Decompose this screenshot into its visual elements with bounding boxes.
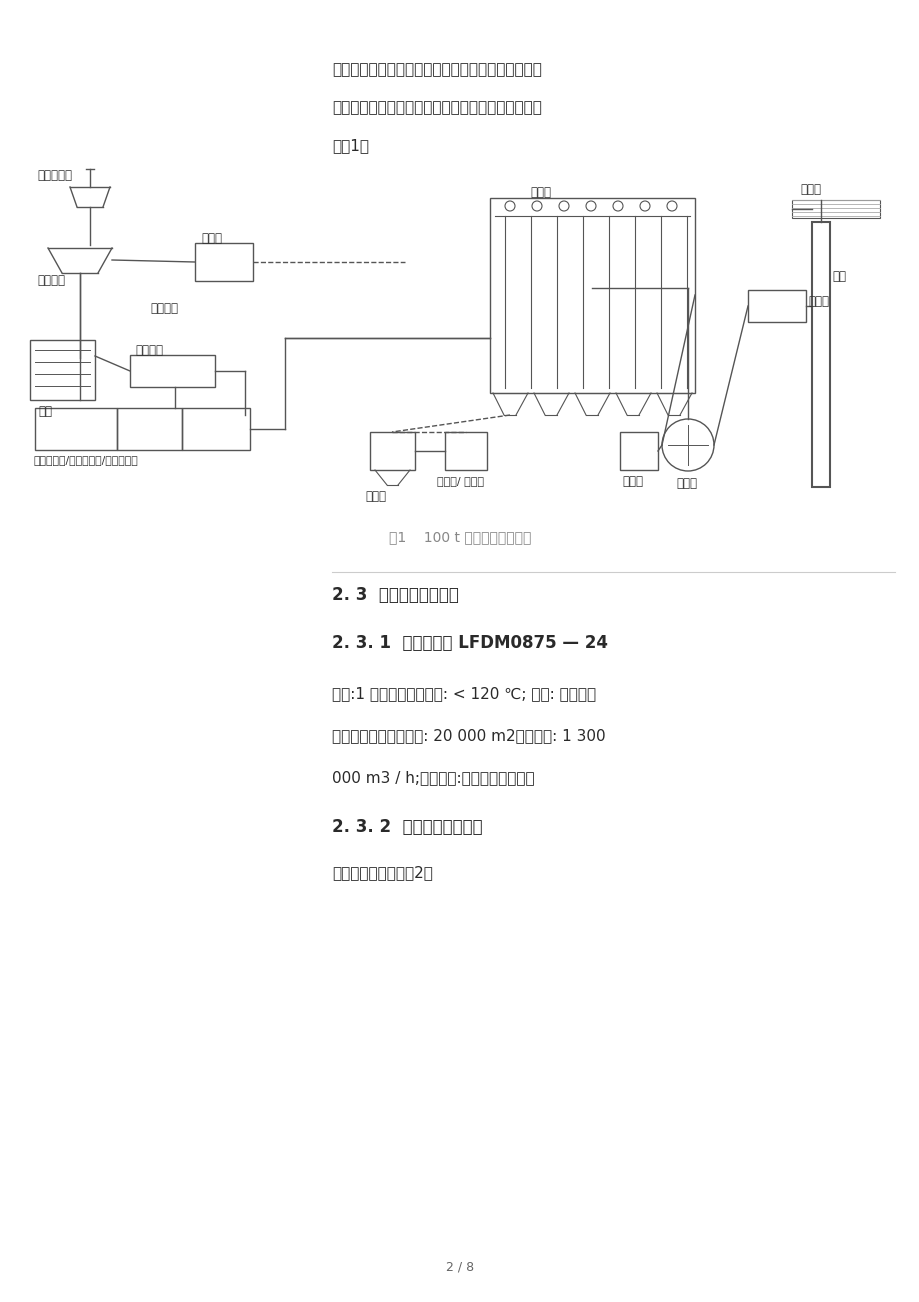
Bar <box>30 340 95 400</box>
Text: 2 / 8: 2 / 8 <box>446 1260 473 1273</box>
Bar <box>445 432 486 470</box>
Bar <box>747 290 805 322</box>
Text: 电炉: 电炉 <box>38 405 52 418</box>
Text: 除尘器: 除尘器 <box>529 186 550 199</box>
Text: 2. 3. 1  布袋除尘器 LFDM0875 — 24: 2. 3. 1 布袋除尘器 LFDM0875 — 24 <box>332 634 607 652</box>
Text: 主风机: 主风机 <box>675 477 697 490</box>
Text: 冷控器: 冷控器 <box>200 232 221 245</box>
Text: 却方式，滤袋过滤干式除尘，负压操作。其工艺流程: 却方式，滤袋过滤干式除尘，负压操作。其工艺流程 <box>332 100 541 115</box>
Bar <box>369 432 414 470</box>
Bar <box>182 408 250 450</box>
Text: 2. 3  主要除尘设备参数: 2. 3 主要除尘设备参数 <box>332 586 459 604</box>
Bar <box>791 201 879 217</box>
Bar <box>117 408 182 450</box>
Text: 数量:1 台；处理烟气温度: < 120 ℃; 形式: 外滤、脉: 数量:1 台；处理烟气温度: < 120 ℃; 形式: 外滤、脉 <box>332 686 596 700</box>
Text: 水冷烟道: 水冷烟道 <box>135 344 163 357</box>
Text: 斗提机/ 刮板机: 斗提机/ 刮板机 <box>437 477 483 486</box>
Text: 消声器: 消声器 <box>807 296 828 309</box>
Text: 冲在线清灰；过滤面积: 20 000 m2；烟气量: 1 300: 冲在线清灰；过滤面积: 20 000 m2；烟气量: 1 300 <box>332 728 605 743</box>
Text: 稀油站: 稀油站 <box>800 184 820 197</box>
Text: 燃烧沉降室/火花捕集器/机力风冷器: 燃烧沉降室/火花捕集器/机力风冷器 <box>33 454 138 465</box>
Bar <box>490 198 694 393</box>
Text: 旋转弯头: 旋转弯头 <box>150 302 177 315</box>
Bar <box>35 408 117 450</box>
Bar <box>130 355 215 387</box>
Text: 烟囱: 烟囱 <box>831 270 845 283</box>
Bar <box>195 243 253 281</box>
Text: 方式，间接水冷、间接风冷、混风冷却的组合烟气冷: 方式，间接水冷、间接风冷、混风冷却的组合烟气冷 <box>332 62 541 77</box>
Text: 000 m3 / h;滤袋材质:覆膜涤纶针刺毡。: 000 m3 / h;滤袋材质:覆膜涤纶针刺毡。 <box>332 769 534 785</box>
Text: 主层顶罩: 主层顶罩 <box>37 273 65 286</box>
Text: 辅助屋顶罩: 辅助屋顶罩 <box>37 169 72 182</box>
Text: 风机及配套设备见表2。: 风机及配套设备见表2。 <box>332 865 433 880</box>
Text: 图1    100 t 电炉除尘系统流程: 图1 100 t 电炉除尘系统流程 <box>389 530 530 544</box>
Text: 见图1。: 见图1。 <box>332 138 369 154</box>
Bar <box>811 223 829 487</box>
Text: 储气罐: 储气罐 <box>621 475 642 488</box>
Text: 2. 3. 2  风机及其配套设备: 2. 3. 2 风机及其配套设备 <box>332 818 482 836</box>
Text: 贮灰仓: 贮灰仓 <box>365 490 386 503</box>
Bar <box>619 432 657 470</box>
